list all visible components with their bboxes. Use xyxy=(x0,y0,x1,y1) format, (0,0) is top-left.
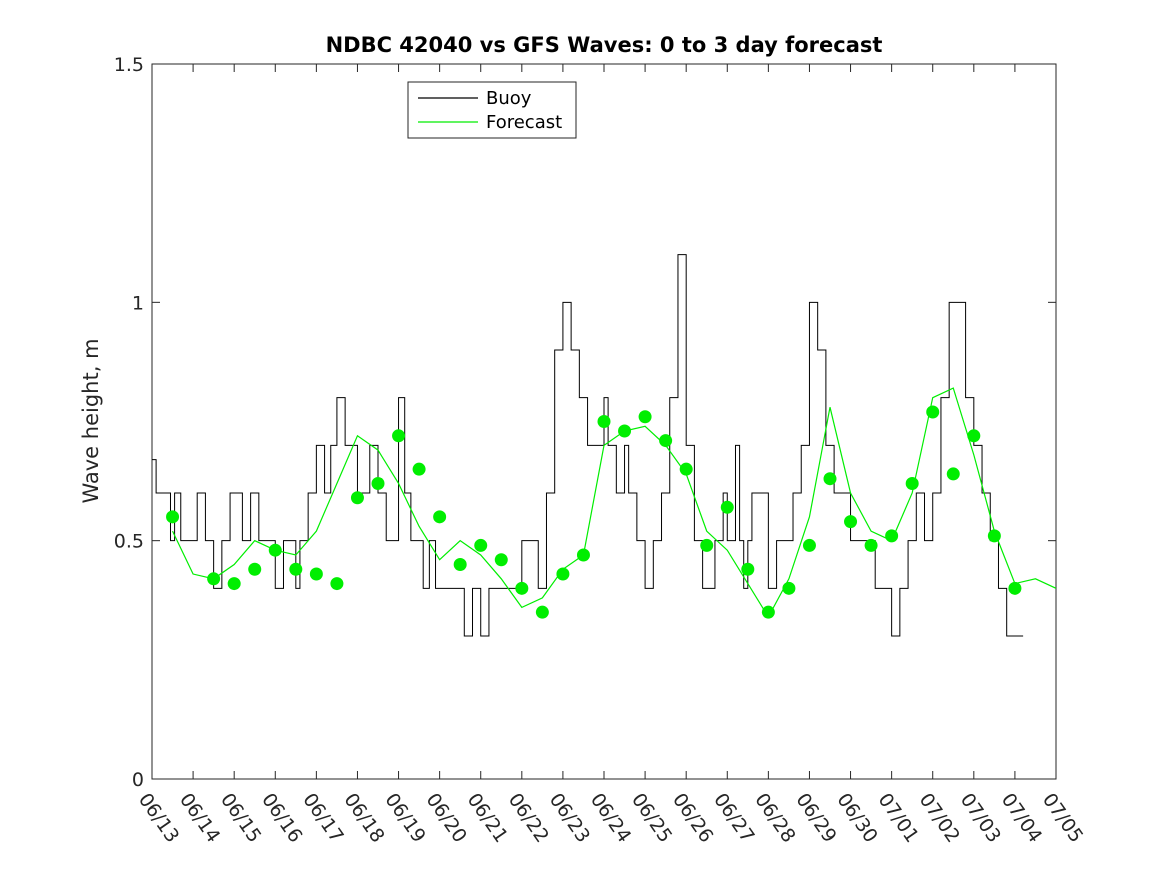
x-tick-label: 06/25 xyxy=(627,789,676,846)
x-tick-label: 06/30 xyxy=(832,789,881,846)
forecast-marker xyxy=(720,500,734,514)
x-tick-label: 06/14 xyxy=(175,789,224,846)
forecast-marker xyxy=(844,515,858,529)
x-tick-label: 06/26 xyxy=(668,789,717,846)
x-tick-label: 06/24 xyxy=(586,789,635,846)
x-tick-label: 06/27 xyxy=(709,789,758,846)
x-tick-label: 07/04 xyxy=(997,789,1046,846)
legend-box xyxy=(407,81,577,139)
forecast-marker xyxy=(309,567,323,581)
x-tick-label: 06/15 xyxy=(216,789,265,846)
forecast-marker xyxy=(946,467,960,481)
forecast-marker xyxy=(289,562,303,576)
forecast-marker xyxy=(535,605,549,619)
forecast-marker xyxy=(885,529,899,543)
forecast-marker xyxy=(350,491,364,505)
forecast-series-line xyxy=(172,387,1056,619)
forecast-marker xyxy=(967,429,981,443)
forecast-marker xyxy=(392,429,406,443)
x-tick-label: 06/21 xyxy=(463,789,512,846)
plot-area: 00.511.506/1306/1406/1506/1606/1706/1806… xyxy=(114,54,1088,847)
forecast-marker xyxy=(433,510,447,524)
forecast-marker xyxy=(741,562,755,576)
x-tick-label: 06/22 xyxy=(504,789,553,846)
x-tick-label: 07/03 xyxy=(956,789,1005,846)
forecast-marker xyxy=(576,548,590,562)
forecast-marker xyxy=(659,434,673,448)
forecast-marker xyxy=(515,581,529,595)
legend-forecast-label: Forecast xyxy=(486,112,562,133)
forecast-marker xyxy=(597,415,611,428)
x-tick-label: 06/16 xyxy=(257,789,306,846)
chart-title: NDBC 42040 vs GFS Waves: 0 to 3 day fore… xyxy=(326,33,883,57)
forecast-marker xyxy=(248,562,262,576)
y-tick-label: 0 xyxy=(132,769,144,791)
forecast-marker xyxy=(556,567,570,581)
forecast-marker xyxy=(1008,581,1022,595)
forecast-marker xyxy=(761,605,775,619)
forecast-marker xyxy=(782,581,796,595)
x-tick-label: 06/17 xyxy=(298,789,347,846)
y-tick-label: 0.5 xyxy=(114,531,144,553)
legend-buoy-label: Buoy xyxy=(486,88,532,109)
forecast-marker xyxy=(823,472,837,486)
forecast-marker xyxy=(802,538,816,552)
forecast-marker xyxy=(700,538,714,552)
y-tick-label: 1.5 xyxy=(114,54,144,76)
x-tick-label: 07/01 xyxy=(874,789,923,846)
forecast-marker xyxy=(638,410,652,424)
forecast-marker xyxy=(494,553,508,567)
legend: Buoy Forecast xyxy=(407,81,577,139)
x-tick-label: 06/28 xyxy=(750,789,799,846)
forecast-marker xyxy=(864,538,878,552)
forecast-marker xyxy=(453,558,467,571)
forecast-marker xyxy=(905,476,919,490)
forecast-marker xyxy=(166,510,180,524)
x-tick-label: 06/23 xyxy=(545,789,594,846)
forecast-marker xyxy=(330,577,344,591)
x-tick-label: 06/29 xyxy=(791,789,840,846)
x-tick-label: 07/05 xyxy=(1038,789,1087,846)
x-tick-label: 07/02 xyxy=(915,789,964,846)
forecast-marker xyxy=(679,462,693,476)
x-tick-label: 06/19 xyxy=(380,789,429,846)
forecast-marker xyxy=(618,424,632,438)
forecast-marker xyxy=(268,543,282,557)
x-tick-label: 06/13 xyxy=(134,789,183,846)
forecast-marker xyxy=(371,476,385,490)
forecast-marker xyxy=(474,538,488,552)
y-axis-label: Wave height, m xyxy=(79,338,103,503)
forecast-marker xyxy=(987,529,1001,543)
forecast-marker xyxy=(227,577,241,591)
x-tick-label: 06/20 xyxy=(422,789,471,846)
forecast-marker xyxy=(926,405,940,419)
forecast-marker xyxy=(207,572,221,586)
y-tick-label: 1 xyxy=(132,292,144,314)
x-tick-label: 06/18 xyxy=(339,789,388,846)
forecast-marker xyxy=(412,462,426,476)
